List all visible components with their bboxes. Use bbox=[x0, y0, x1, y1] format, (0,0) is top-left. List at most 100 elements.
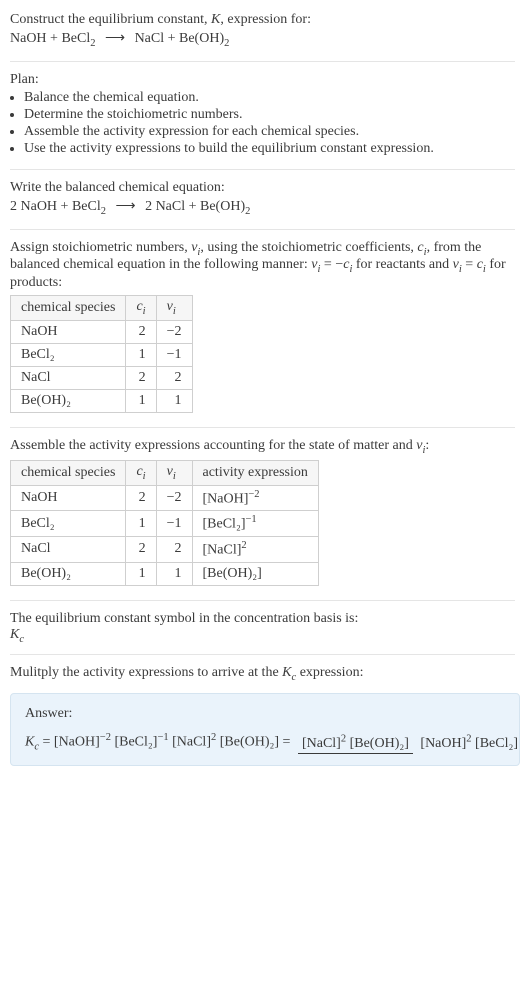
table-header-row: chemical species ci νi bbox=[11, 296, 193, 321]
cell: [Be(OH)₂] bbox=[192, 562, 318, 585]
answer-label: Answer: bbox=[25, 706, 505, 722]
text: Assign stoichiometric numbers, bbox=[10, 240, 191, 255]
stoich-table: chemical species ci νi NaOH2−2 BeCl₂1−1 … bbox=[10, 295, 193, 413]
plan-section: Plan: Balance the chemical equation. Det… bbox=[10, 68, 515, 163]
cell: [NaOH]−2 bbox=[192, 485, 318, 511]
text: [NaCl] bbox=[169, 735, 211, 750]
cell: NaCl bbox=[11, 536, 126, 562]
balanced-section: Write the balanced chemical equation: 2 … bbox=[10, 176, 515, 223]
cell: 2 bbox=[156, 366, 192, 389]
numerator: [NaCl]2 [Be(OH)₂] bbox=[298, 736, 413, 754]
i-sub: i bbox=[143, 306, 146, 317]
exp: −1 bbox=[157, 732, 168, 743]
k-symbol: K bbox=[211, 12, 220, 27]
text: [Be(OH)₂] bbox=[346, 736, 409, 751]
cell: [BeCl₂]−1 bbox=[192, 511, 318, 537]
activity-section: Assemble the activity expressions accoun… bbox=[10, 434, 515, 594]
answer-equation: Kc = [NaOH]−2 [BeCl₂]−1 [NaCl]2 [Be(OH)₂… bbox=[25, 732, 505, 752]
bal-right: 2 NaCl + Be(OH) bbox=[145, 199, 245, 214]
kc-symbol: Kc bbox=[10, 627, 515, 645]
ae-exp: −2 bbox=[248, 489, 259, 500]
col-header: chemical species bbox=[11, 296, 126, 321]
cell: BeCl₂ bbox=[11, 511, 126, 537]
intro-text-b: , expression for: bbox=[220, 12, 311, 27]
table-header-row: chemical species ci νi activity expressi… bbox=[11, 460, 319, 485]
col-header: chemical species bbox=[11, 460, 126, 485]
cell: 2 bbox=[126, 485, 156, 511]
k-letter: K bbox=[25, 735, 34, 750]
divider bbox=[10, 654, 515, 655]
plan-item: Balance the chemical equation. bbox=[24, 90, 515, 106]
cell: 1 bbox=[156, 562, 192, 585]
ae-base: [NaOH] bbox=[203, 491, 249, 506]
cell: −2 bbox=[156, 485, 192, 511]
text: expression: bbox=[296, 665, 363, 680]
stoich-section: Assign stoichiometric numbers, νi, using… bbox=[10, 236, 515, 421]
text: , using the stoichiometric coefficients, bbox=[200, 240, 417, 255]
col-header: ci bbox=[126, 296, 156, 321]
cell: −2 bbox=[156, 320, 192, 343]
cell: 1 bbox=[126, 343, 156, 366]
i-sub: i bbox=[143, 471, 146, 482]
text: = − bbox=[320, 257, 343, 272]
balanced-equation: 2 NaOH + BeCl2 ⟶ 2 NaCl + Be(OH)2 bbox=[10, 198, 515, 217]
divider bbox=[10, 61, 515, 62]
text: : bbox=[425, 438, 429, 453]
k-letter: K bbox=[282, 665, 291, 680]
bal-left-sub: 2 bbox=[101, 206, 106, 217]
table-row: NaCl22[NaCl]2 bbox=[11, 536, 319, 562]
activity-title: Assemble the activity expressions accoun… bbox=[10, 438, 515, 456]
plan-list: Balance the chemical equation. Determine… bbox=[10, 90, 515, 157]
kc-line: The equilibrium constant symbol in the c… bbox=[10, 611, 515, 627]
text: for reactants and bbox=[352, 257, 452, 272]
cell: 2 bbox=[126, 320, 156, 343]
text: [Be(OH)₂] = bbox=[216, 735, 294, 750]
denominator: [NaOH]2 [BeCl₂] bbox=[416, 734, 522, 751]
ae-base: [BeCl₂] bbox=[203, 517, 246, 532]
unbalanced-equation: NaOH + BeCl2 ⟶ NaCl + Be(OH)2 bbox=[10, 30, 515, 49]
divider bbox=[10, 229, 515, 230]
intro-text-a: Construct the equilibrium constant, bbox=[10, 12, 211, 27]
plan-title: Plan: bbox=[10, 72, 515, 88]
stoich-para: Assign stoichiometric numbers, νi, using… bbox=[10, 240, 515, 292]
cell: 2 bbox=[156, 536, 192, 562]
text: [NaOH] bbox=[420, 736, 466, 751]
eq-left-sub: 2 bbox=[90, 38, 95, 49]
cell: 2 bbox=[126, 366, 156, 389]
table-row: NaOH2−2 bbox=[11, 320, 193, 343]
cell: Be(OH)₂ bbox=[11, 389, 126, 412]
ae-base: [Be(OH)₂] bbox=[203, 566, 262, 581]
ae-exp: 2 bbox=[241, 540, 246, 551]
arrow-icon: ⟶ bbox=[109, 199, 141, 214]
i-sub: i bbox=[173, 471, 176, 482]
cell: [NaCl]2 bbox=[192, 536, 318, 562]
text: = [NaOH] bbox=[39, 735, 100, 750]
plan-item: Determine the stoichiometric numbers. bbox=[24, 107, 515, 123]
col-header: νi bbox=[156, 460, 192, 485]
divider bbox=[10, 427, 515, 428]
text: Mulitply the activity expressions to arr… bbox=[10, 665, 282, 680]
table-row: NaOH2−2[NaOH]−2 bbox=[11, 485, 319, 511]
cell: BeCl₂ bbox=[11, 343, 126, 366]
activity-table: chemical species ci νi activity expressi… bbox=[10, 460, 319, 586]
k-letter: K bbox=[10, 627, 19, 642]
ae-base: [NaCl] bbox=[203, 543, 242, 558]
cell: 1 bbox=[126, 562, 156, 585]
eq-right: NaCl + Be(OH) bbox=[135, 31, 225, 46]
bal-left: 2 NaOH + BeCl bbox=[10, 199, 101, 214]
kc-symbol-section: The equilibrium constant symbol in the c… bbox=[10, 607, 515, 649]
col-header: ci bbox=[126, 460, 156, 485]
text: [BeCl₂] bbox=[111, 735, 157, 750]
cell: Be(OH)₂ bbox=[11, 562, 126, 585]
fraction: [NaCl]2 [Be(OH)₂] [NaOH]2 [BeCl₂] bbox=[298, 733, 522, 752]
cell: NaOH bbox=[11, 485, 126, 511]
text: = bbox=[462, 257, 477, 272]
cell: 2 bbox=[126, 536, 156, 562]
bal-right-sub: 2 bbox=[245, 206, 250, 217]
cell: NaOH bbox=[11, 320, 126, 343]
text: [NaCl] bbox=[302, 736, 341, 751]
cell: 1 bbox=[126, 511, 156, 537]
multiply-section: Mulitply the activity expressions to arr… bbox=[10, 661, 515, 687]
divider bbox=[10, 169, 515, 170]
text: Assemble the activity expressions accoun… bbox=[10, 438, 416, 453]
